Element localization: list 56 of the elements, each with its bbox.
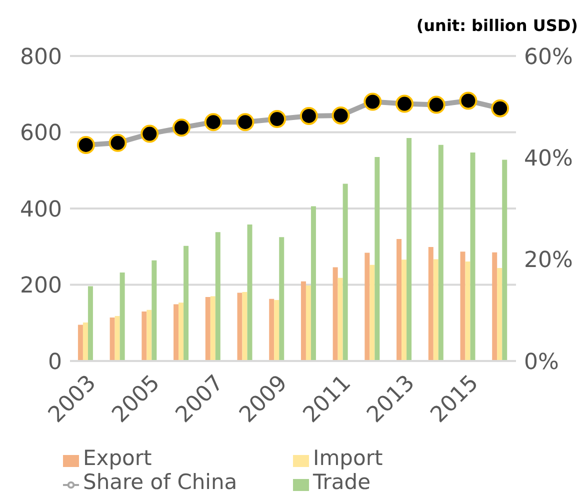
y-tick-label: 0	[48, 350, 62, 375]
bar	[114, 316, 120, 361]
bar	[502, 160, 508, 361]
bar	[470, 152, 476, 361]
bar	[215, 232, 220, 361]
bar	[332, 267, 338, 361]
bar	[279, 237, 284, 361]
y-tick-label: 800	[20, 44, 62, 70]
bar	[174, 304, 179, 361]
bar	[184, 246, 189, 361]
bar	[310, 206, 316, 361]
bar	[142, 311, 147, 361]
bar	[247, 224, 252, 361]
bar	[110, 318, 115, 361]
legend-label: Import	[313, 446, 384, 470]
legend-label: Trade	[313, 470, 372, 494]
bar	[374, 157, 380, 361]
y2-tick-label: 60%	[524, 44, 573, 70]
bar	[396, 239, 402, 361]
text: (unit: billion USD)	[416, 16, 578, 35]
y2-tick-label: 20%	[524, 248, 573, 274]
bar	[497, 268, 502, 361]
bar	[82, 322, 88, 361]
bar	[433, 259, 438, 361]
bar	[210, 296, 216, 361]
bar	[492, 252, 498, 361]
y2-tick-label: 0%	[524, 350, 559, 375]
bar	[338, 278, 343, 361]
bar	[269, 298, 274, 361]
y-tick-label: 400	[20, 197, 62, 222]
bar	[342, 184, 348, 361]
bar	[438, 144, 444, 361]
bar	[146, 310, 152, 361]
legend-label: Share of China	[83, 470, 238, 494]
legend-label: Export	[83, 446, 153, 470]
bar	[242, 292, 248, 361]
bar	[460, 252, 466, 361]
bar	[306, 286, 311, 361]
bar	[78, 324, 83, 361]
bar	[428, 247, 434, 361]
bar	[205, 296, 210, 361]
bar	[88, 286, 93, 361]
bar	[120, 272, 125, 361]
bar	[300, 281, 306, 361]
bar	[364, 252, 370, 361]
bar	[274, 300, 280, 361]
bar	[465, 261, 470, 361]
bar	[178, 302, 184, 361]
bar	[237, 292, 242, 361]
y2-tick-label: 40%	[524, 146, 573, 172]
bar	[402, 260, 407, 361]
y-tick-label: 200	[20, 274, 62, 299]
bar	[152, 260, 157, 361]
bar	[406, 138, 412, 361]
y-tick-label: 600	[20, 121, 62, 146]
bar	[370, 264, 375, 361]
